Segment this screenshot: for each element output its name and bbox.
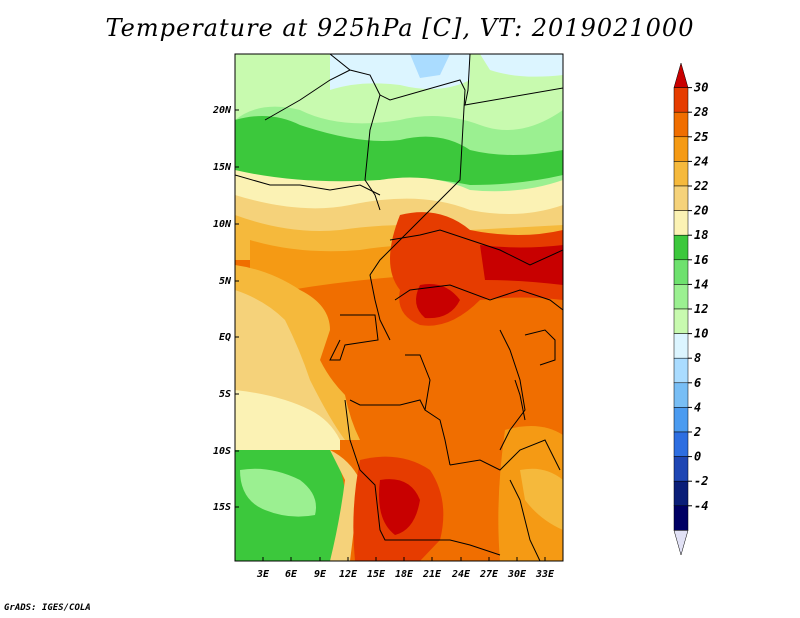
colorbar-label: 30 (693, 81, 708, 95)
colorbar-label: 2 (693, 425, 701, 439)
colorbar-label: 16 (694, 253, 708, 267)
lon-label: 27E (479, 569, 499, 580)
lat-label: 10S (213, 446, 231, 457)
lat-label: 20N (212, 105, 232, 116)
lon-label: 21E (422, 569, 442, 580)
colorbar-label: 8 (694, 351, 701, 365)
colorbar-label: -2 (694, 474, 708, 488)
colorbar (673, 62, 689, 556)
colorbar-label: -4 (694, 499, 708, 513)
lat-label: EQ (219, 332, 231, 343)
temperature-field (235, 54, 563, 561)
colorbar-label: 4 (694, 400, 701, 414)
colorbar-label: 6 (694, 376, 701, 390)
colorbar-segment (673, 210, 689, 236)
lon-label: 6E (285, 569, 298, 580)
colorbar-segment (673, 382, 689, 408)
colorbar-segment (673, 284, 689, 310)
colorbar-segment (673, 530, 689, 556)
colorbar-segment (673, 185, 689, 211)
colorbar-label: 18 (694, 228, 708, 242)
colorbar-label: 14 (694, 277, 708, 291)
longitude-axis: 3E 6E 9E 12E 15E 18E 21E 24E 27E 30E 33E (256, 557, 555, 580)
colorbar-label: 0 (694, 450, 701, 464)
lon-label: 9E (314, 569, 327, 580)
colorbar-segment (673, 480, 689, 507)
lon-label: 33E (535, 569, 555, 580)
map-frame (234, 53, 564, 562)
latitude-axis: 20N 15N 10N 5N EQ 5S 10S 15S (212, 105, 239, 513)
colorbar-label: 10 (694, 327, 708, 341)
colorbar-segment (673, 234, 689, 261)
lat-label: 15S (213, 502, 231, 513)
colorbar-segment (673, 505, 689, 531)
colorbar-label: 22 (693, 179, 708, 193)
colorbar-segment (673, 333, 689, 359)
map-title: Temperature at 925hPa [C], VT: 201902100… (105, 14, 695, 42)
colorbar-segment (673, 87, 689, 113)
colorbar-segment (673, 161, 689, 187)
footer-credit: GrADS: IGES/COLA (4, 603, 91, 613)
colorbar-label: 20 (693, 204, 708, 218)
colorbar-segment (673, 357, 689, 384)
lon-label: 30E (507, 569, 527, 580)
lon-label: 12E (339, 569, 358, 580)
colorbar-segment (673, 456, 689, 482)
colorbar-label: 28 (693, 105, 708, 119)
colorbar-segment (673, 111, 689, 138)
colorbar-segment (673, 407, 689, 433)
lon-label: 15E (367, 569, 386, 580)
colorbar-segment (673, 136, 689, 162)
colorbar-segment (673, 62, 689, 88)
lat-label: 10N (213, 219, 232, 230)
colorbar-label: 12 (694, 302, 708, 316)
colorbar-segment (673, 259, 689, 285)
lon-label: 18E (395, 569, 414, 580)
colorbar-segment (673, 308, 689, 334)
lat-label: 5N (219, 276, 232, 287)
colorbar-label: 24 (693, 154, 708, 168)
lon-label: 3E (256, 569, 270, 580)
lon-label: 24E (451, 569, 471, 580)
colorbar-label: 25 (693, 130, 708, 144)
country-borders (235, 54, 563, 561)
lat-label: 15N (213, 162, 232, 173)
lat-label: 5S (219, 389, 231, 400)
colorbar-segment (673, 431, 689, 457)
